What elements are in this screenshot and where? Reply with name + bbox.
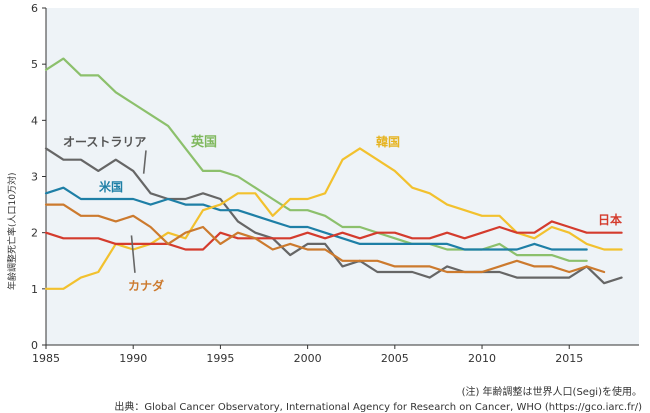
series-line-英国	[44, 57, 588, 262]
series-line-韓国	[44, 147, 623, 290]
y-axis-label: 年齢調整死亡率(人口10万対)	[8, 172, 18, 290]
y-tick-label: 6	[31, 2, 38, 15]
x-tick-label: 2000	[294, 352, 322, 365]
series-label-korea: 韓国	[376, 134, 400, 149]
series-lines	[44, 57, 623, 290]
x-tick-label: 1990	[119, 352, 147, 365]
series-label-us: 米国	[99, 179, 123, 194]
series-label-uk: 英国	[190, 134, 217, 150]
series-label-japan: 日本	[598, 212, 622, 227]
y-tick-label: 2	[31, 227, 38, 240]
x-tick-label: 2005	[381, 352, 409, 365]
axes: 0 1 2 3 4 5 6 1985 1990 1995 2000 2005 2010 2015	[31, 2, 639, 365]
y-tick-label: 4	[31, 114, 38, 127]
series-line-カナダ	[44, 203, 606, 274]
x-tick-label: 1985	[32, 352, 60, 365]
series-label-australia: オーストラリア	[63, 135, 146, 149]
x-tick-label: 2010	[468, 352, 496, 365]
y-tick-label: 1	[31, 283, 38, 296]
series-label-canada: カナダ	[128, 278, 164, 293]
series-line-日本	[44, 220, 623, 251]
series-line-米国	[44, 186, 588, 251]
x-tick-label: 2015	[555, 352, 583, 365]
y-tick-label: 3	[31, 171, 38, 184]
x-tick-label: 1995	[206, 352, 234, 365]
canada-callout-line	[130, 235, 136, 273]
plot-area	[46, 8, 639, 345]
y-tick-label: 0	[31, 339, 38, 352]
source-text: 出典：Global Cancer Observatory, Internatio…	[114, 402, 642, 413]
label-callouts	[130, 150, 147, 273]
y-tick-label: 5	[31, 58, 38, 71]
footnote: (注) 年齢調整は世界人口(Segi)を使用。	[461, 387, 642, 398]
australia-callout-line	[142, 150, 147, 174]
